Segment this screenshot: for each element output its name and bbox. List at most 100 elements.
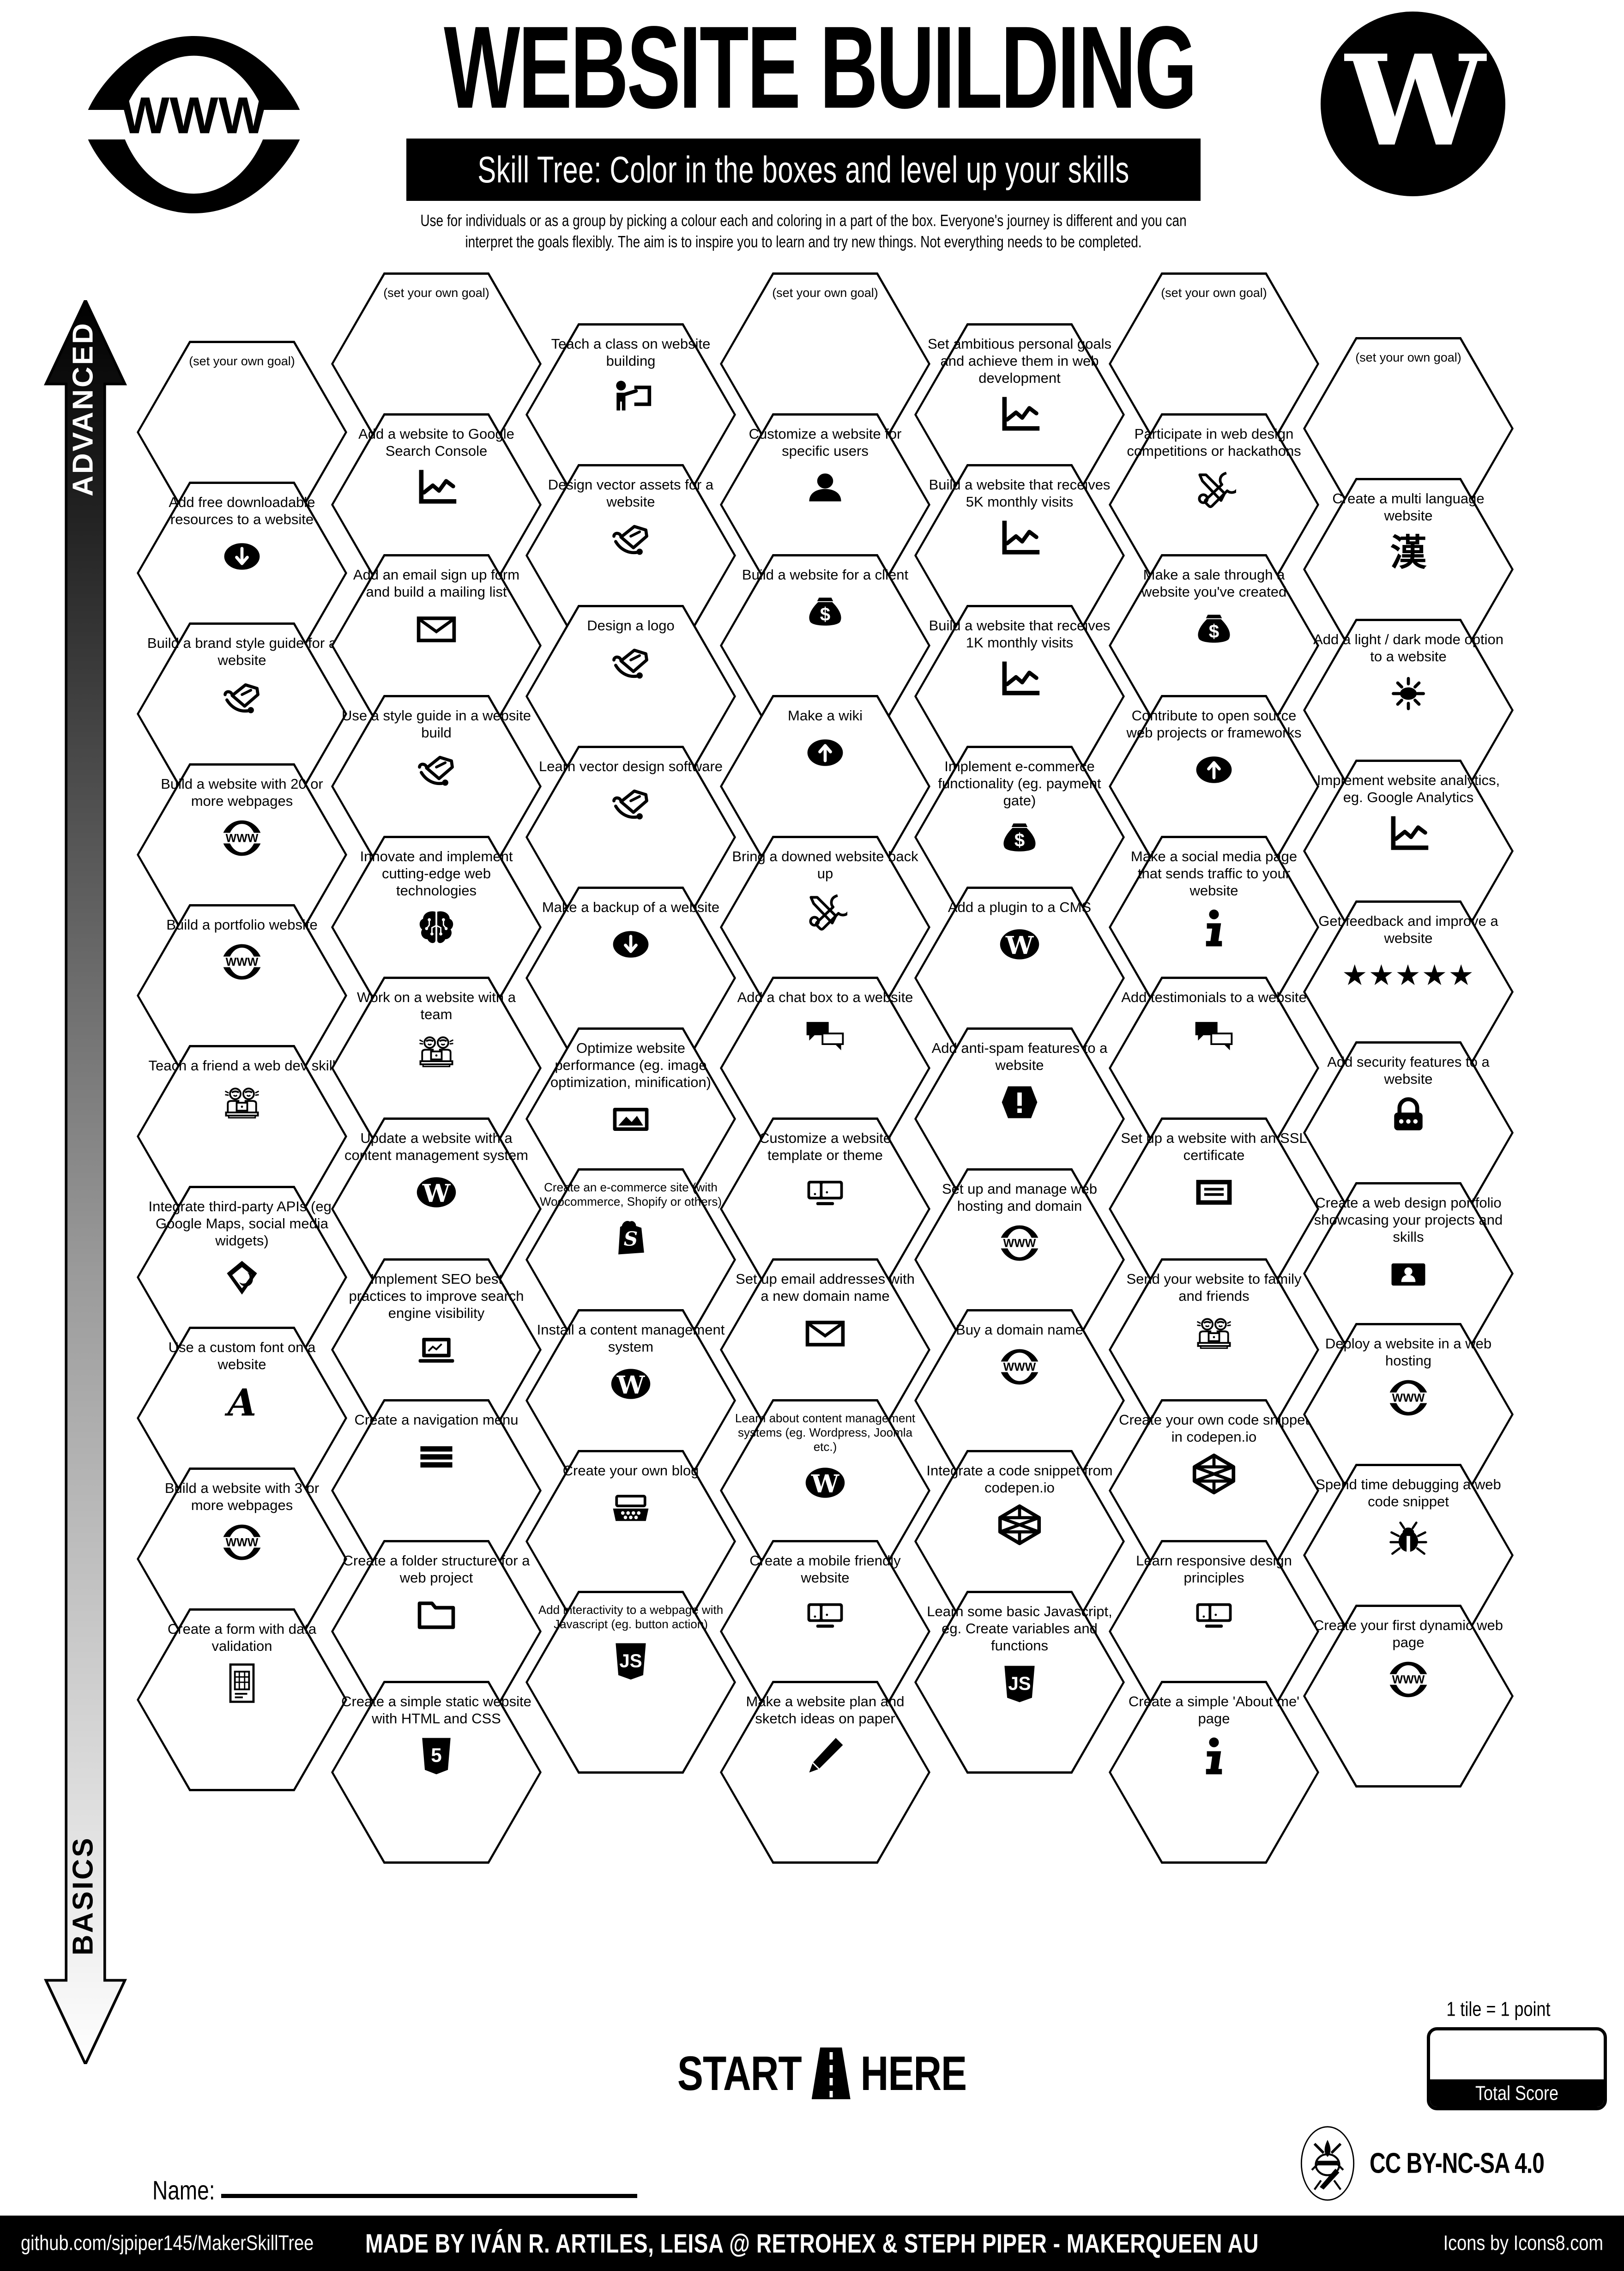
skill-tile[interactable]: Spend time debugging a web code snippet (1303, 1464, 1514, 1647)
skill-tile-label: Spend time debugging a web code snippet (1316, 1476, 1501, 1510)
skill-tile[interactable]: Customize a website for specific users (720, 413, 930, 596)
skill-tile[interactable]: Learn vector design software (525, 746, 736, 929)
folder-icon (414, 1592, 459, 1638)
svg-text:5: 5 (431, 1744, 442, 1766)
skill-tile-label: Set up and manage web hosting and domain (942, 1181, 1098, 1214)
hex-content: Implement SEO best practices to improve … (341, 1270, 531, 1435)
hex-content: Create a folder structure for a web proj… (341, 1552, 531, 1716)
skill-tile[interactable]: Make a website plan and sketch ideas on … (720, 1681, 930, 1864)
skill-tile-label: Make a website plan and sketch ideas on … (746, 1693, 905, 1727)
svg-text:WWW: WWW (1003, 1361, 1036, 1374)
hex-content: Build a website that receives 1K monthly… (924, 617, 1115, 781)
skill-tile-label: Learn some basic Javascript, eg. Create … (927, 1603, 1112, 1654)
skill-tile[interactable]: Install a content management system W (525, 1309, 736, 1492)
hex-content: Spend time debugging a web code snippet (1313, 1476, 1503, 1640)
skill-tile-label: Create a mobile friendly website (749, 1552, 901, 1586)
total-score-box[interactable]: Total Score (1427, 2027, 1607, 2110)
skill-tile[interactable]: Participate in web design competitions o… (1109, 413, 1319, 596)
hex-content: Build a website that receives 5K monthly… (924, 476, 1115, 640)
skill-tile-label: (set your own goal) (1355, 350, 1461, 364)
svg-text:WWW: WWW (226, 956, 259, 969)
wordpress-icon: W (997, 921, 1042, 967)
skill-tile[interactable]: Make a wiki (720, 695, 930, 878)
hex-content: Customize a website for specific users (730, 425, 920, 590)
hex-content: Bring a downed website back up (730, 848, 920, 1012)
footer-github-link[interactable]: github.com/sjpiper145/MakerSkillTree (21, 2231, 314, 2255)
envelope-icon (803, 1310, 847, 1356)
kanji-icon: 漢 (1386, 530, 1431, 576)
total-score-strip: Total Score (1430, 2079, 1604, 2107)
skill-tile-label: Install a content management system (537, 1322, 725, 1355)
skill-tile-label: Design vector assets for a website (548, 477, 714, 510)
skill-tile[interactable]: Add testimonials to a website (1109, 977, 1319, 1160)
hex-content: Implement website analytics, eg. Google … (1313, 772, 1503, 936)
skill-tile-label: Innovate and implement cutting-edge web … (360, 848, 513, 899)
skill-tile-label: Implement e-commerce functionality (eg. … (938, 758, 1101, 809)
skill-tile-label: Add free downloadable resources to a web… (169, 494, 315, 527)
skill-tile-label: Integrate third-party APIs (eg. Google M… (148, 1198, 336, 1249)
skill-tile-label: (set your own goal) (772, 286, 878, 300)
hex-content: Implement e-commerce functionality (eg. … (924, 758, 1115, 922)
hex-content: Participate in web design competitions o… (1119, 425, 1309, 590)
hex-content: Deploy a website in a web hosting WWW (1313, 1335, 1503, 1499)
name-field-row[interactable]: Name: (152, 2170, 637, 2205)
www-globe-icon: WWW (220, 1519, 264, 1565)
skill-tile[interactable]: Learn some basic Javascript, eg. Create … (914, 1591, 1125, 1774)
chat-icon (803, 1011, 847, 1057)
skill-tile-label: Build a website with 20 or more webpages (161, 776, 323, 809)
codepen-icon (997, 1502, 1042, 1548)
monitor-icon (803, 1592, 847, 1638)
skill-tile[interactable]: Set up email addresses with a new domain… (720, 1258, 930, 1441)
skill-tile-label: Learn responsive design principles (1136, 1552, 1292, 1586)
blurb-line-2: interpret the goals flexibly. The aim is… (465, 233, 1142, 251)
skill-tile-label: Add a plugin to a CMS (948, 899, 1092, 915)
skill-tile[interactable]: Use a custom font on a website A (137, 1327, 347, 1510)
skill-tile-label: Add an email sign up form and build a ma… (353, 567, 520, 600)
footer-icons-credit[interactable]: Icons by Icons8.com (1443, 2231, 1603, 2255)
pen-tool-icon (609, 516, 653, 562)
skill-tile-label: (set your own goal) (189, 354, 295, 368)
skill-tile-label: Learn about content management systems (… (735, 1411, 916, 1454)
skill-tile-label: Design a logo (587, 617, 675, 634)
js-icon: JS (609, 1637, 653, 1683)
skill-tile[interactable]: Integrate third-party APIs (eg. Google M… (137, 1186, 347, 1369)
skill-tile[interactable]: Create a form with data validation (137, 1608, 347, 1791)
hex-content: Learn some basic Javascript, eg. Create … (924, 1603, 1115, 1767)
skill-tile[interactable]: Add a chat box to a website (720, 977, 930, 1160)
hex-content: Add testimonials to a website (1119, 989, 1309, 1153)
pen-tool-icon (609, 640, 653, 686)
money-bag-icon: $ (803, 589, 847, 635)
hex-content: Update a website with a content manageme… (341, 1129, 531, 1294)
skill-tile[interactable]: Get feedback and improve a website ★★★★★ (1303, 900, 1514, 1083)
skill-tile[interactable]: Create a simple static website with HTML… (331, 1681, 542, 1864)
up-arrow-circle-icon (1192, 747, 1236, 793)
skill-tile[interactable]: Set up and manage web hosting and domain… (914, 1168, 1125, 1351)
skill-tile[interactable]: Create your first dynamic web page WWW (1303, 1605, 1514, 1788)
skill-tile[interactable]: Set ambitious personal goals and achieve… (914, 323, 1125, 506)
info-icon (1192, 905, 1236, 951)
skill-tile-label: Create a simple static website with HTML… (341, 1693, 531, 1727)
skill-tile[interactable]: Implement SEO best practices to improve … (331, 1258, 542, 1441)
svg-text:$: $ (820, 604, 830, 625)
hex-content: Learn responsive design principles (1119, 1552, 1309, 1716)
skill-tile[interactable]: Create a simple 'About me' page (1109, 1681, 1319, 1864)
name-input-line[interactable] (221, 2194, 637, 2198)
skill-tile-label: Create your own code snippet in codepen.… (1119, 1412, 1309, 1445)
certificate-icon (1192, 1169, 1236, 1215)
tile-point-note-text: 1 tile = 1 point (1446, 1997, 1551, 2020)
hex-content: (set your own goal) (730, 284, 920, 449)
hex-content: Create a simple 'About me' page (1119, 1693, 1309, 1857)
svg-text:WWW: WWW (226, 1536, 259, 1549)
svg-text:WWW: WWW (226, 832, 259, 845)
skill-tile-set-your-own-goal[interactable]: (set your own goal) (331, 272, 542, 455)
html5-icon: 5 (414, 1733, 459, 1779)
svg-text:W: W (811, 1469, 839, 1498)
hex-content: Set ambitious personal goals and achieve… (924, 335, 1115, 500)
skill-tile[interactable]: Add interactivity to a webpage with Java… (525, 1591, 736, 1774)
money-bag-icon: $ (997, 815, 1042, 861)
hex-content: Optimize website performance (eg. image … (536, 1039, 726, 1204)
skill-tile[interactable]: Create a web design portfolio showcasing… (1303, 1182, 1514, 1365)
hex-content: Create a form with data validation (147, 1620, 337, 1785)
skill-tile-label: Integrate a code snippet from codepen.io (926, 1462, 1113, 1496)
